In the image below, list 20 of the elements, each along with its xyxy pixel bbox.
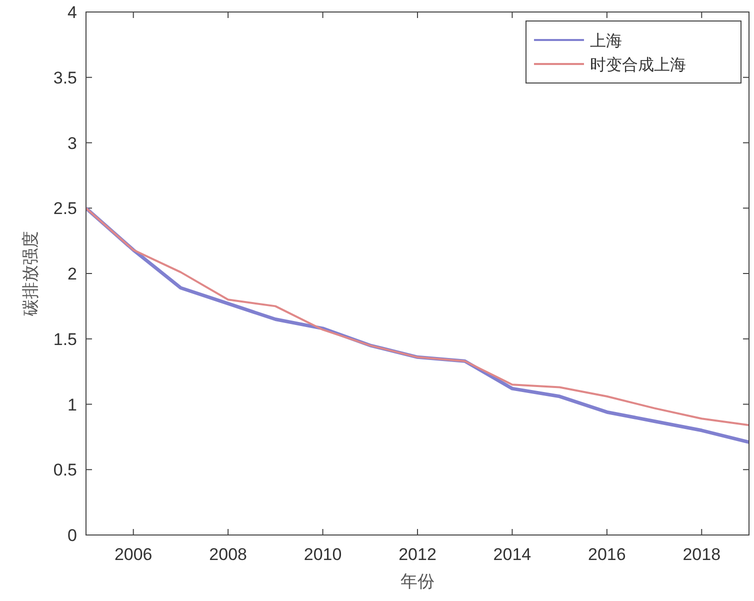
y-tick-label: 1.5 <box>53 330 77 349</box>
x-axis-title: 年份 <box>400 572 434 591</box>
y-axis-title: 碳排放强度 <box>21 231 40 317</box>
y-tick-label: 3 <box>68 134 77 153</box>
y-tick-label: 1 <box>68 395 77 414</box>
y-tick-label: 2.5 <box>53 199 77 218</box>
legend-label: 上海 <box>590 32 622 50</box>
x-tick-label: 2016 <box>588 545 626 564</box>
x-tick-label: 2014 <box>493 545 532 564</box>
x-tick-label: 2010 <box>304 545 342 564</box>
x-tick-label: 2018 <box>682 545 721 564</box>
legend-label: 时变合成上海 <box>590 56 686 74</box>
y-tick-label: 0 <box>68 526 77 545</box>
y-tick-label: 4 <box>68 3 77 22</box>
x-tick-label: 2012 <box>398 545 436 564</box>
x-tick-label: 2006 <box>114 545 152 564</box>
x-tick-label: 2008 <box>209 545 247 564</box>
y-tick-label: 2 <box>68 264 77 284</box>
y-tick-label: 0.5 <box>53 460 77 480</box>
y-tick-label: 3.5 <box>53 68 77 88</box>
